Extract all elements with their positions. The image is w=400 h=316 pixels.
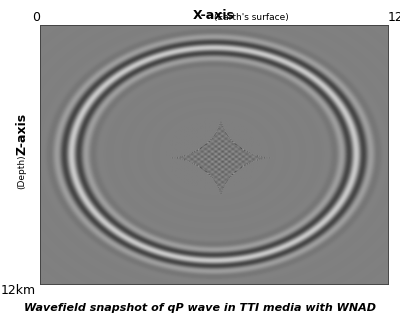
- Text: X-axis: X-axis: [193, 9, 235, 22]
- Text: (Earth's surface): (Earth's surface): [214, 13, 289, 22]
- Text: Wavefield snapshot of qP wave in TTI media with WNAD: Wavefield snapshot of qP wave in TTI med…: [24, 303, 376, 313]
- Text: (Depth): (Depth): [18, 155, 26, 190]
- Text: 12km: 12km: [1, 284, 36, 297]
- Text: Z-axis: Z-axis: [16, 113, 28, 155]
- Text: 12km: 12km: [388, 11, 400, 24]
- Text: 0: 0: [32, 11, 40, 24]
